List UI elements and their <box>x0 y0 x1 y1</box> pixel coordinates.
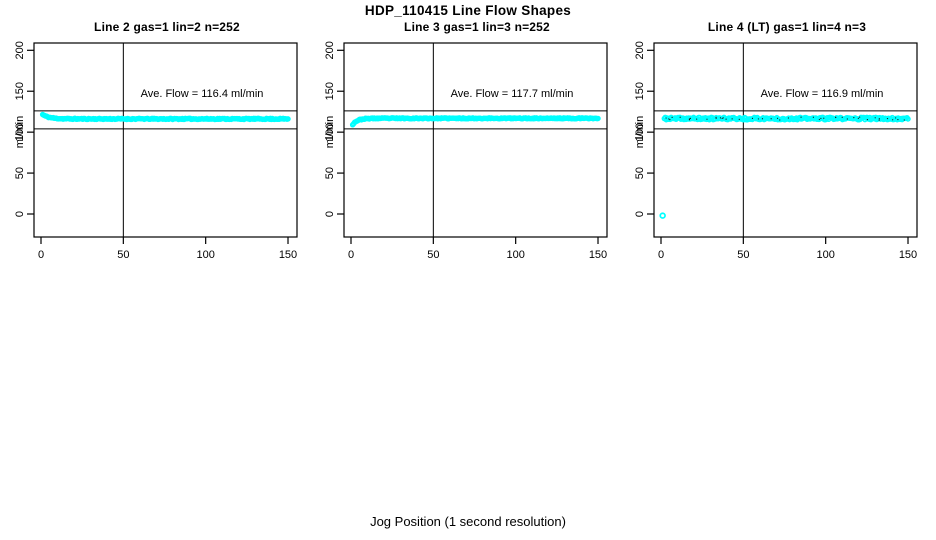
y-axis-title: ml/min <box>634 116 646 148</box>
svg-text:50: 50 <box>14 167 26 179</box>
svg-text:200: 200 <box>324 41 336 59</box>
plot-area: 0 50 100 150 0 50 100 150 200 Ave. Flow = 117.7 … <box>324 41 608 261</box>
ave-flow-annotation: Ave. Flow = 117.7 ml/min <box>451 88 574 100</box>
ave-flow-annotation: Ave. Flow = 116.4 ml/min <box>141 88 264 100</box>
svg-text:150: 150 <box>279 249 297 261</box>
svg-text:150: 150 <box>14 82 26 100</box>
svg-text:200: 200 <box>634 41 646 59</box>
panel-title: Line 2 gas=1 lin=2 n=252 <box>94 20 240 34</box>
ave-flow-annotation: Ave. Flow = 116.9 ml/min <box>761 88 884 100</box>
svg-text:100: 100 <box>324 123 336 141</box>
svg-text:150: 150 <box>589 249 607 261</box>
svg-text:150: 150 <box>324 82 336 100</box>
svg-text:50: 50 <box>324 167 336 179</box>
svg-text:150: 150 <box>899 249 917 261</box>
svg-text:50: 50 <box>117 249 129 261</box>
svg-text:0: 0 <box>658 249 664 261</box>
svg-text:200: 200 <box>14 41 26 59</box>
plot-panel-line2: Line 2 gas=1 lin=2 n=252 0 50 100 150 0 50 100… <box>14 20 320 270</box>
panel-title: Line 4 (LT) gas=1 lin=4 n=3 <box>707 20 867 34</box>
svg-text:0: 0 <box>634 211 646 217</box>
svg-text:0: 0 <box>38 249 44 261</box>
x-axis-title: Jog Position (1 second resolution) <box>370 514 566 529</box>
svg-text:100: 100 <box>14 123 26 141</box>
svg-text:0: 0 <box>324 211 336 217</box>
svg-text:100: 100 <box>816 249 834 261</box>
svg-text:100: 100 <box>634 123 646 141</box>
svg-text:0: 0 <box>348 249 354 261</box>
svg-text:50: 50 <box>634 167 646 179</box>
plot-panel-line3: Line 3 gas=1 lin=3 n=252 0 50 100 150 0 50 100… <box>324 20 630 270</box>
svg-text:150: 150 <box>634 82 646 100</box>
panel-title: Line 3 gas=1 lin=3 n=252 <box>404 20 550 34</box>
svg-text:100: 100 <box>506 249 524 261</box>
plot-panel-line4: Line 4 (LT) gas=1 lin=4 n=3 0 50 100 150 0 50… <box>634 20 936 270</box>
svg-text:50: 50 <box>737 249 749 261</box>
svg-text:0: 0 <box>14 211 26 217</box>
y-axis-title: ml/min <box>324 116 336 148</box>
plot-area: 0 50 100 150 0 50 100 150 200 Ave. Flow = 116.9 … <box>634 41 918 261</box>
plot-area: 0 50 100 150 0 50 100 150 200 Ave. Flow = 116.4 … <box>14 41 298 261</box>
page-title: HDP_110415 Line Flow Shapes <box>364 3 572 18</box>
svg-text:100: 100 <box>196 249 214 261</box>
svg-text:50: 50 <box>427 249 439 261</box>
y-axis-title: ml/min <box>14 116 26 148</box>
